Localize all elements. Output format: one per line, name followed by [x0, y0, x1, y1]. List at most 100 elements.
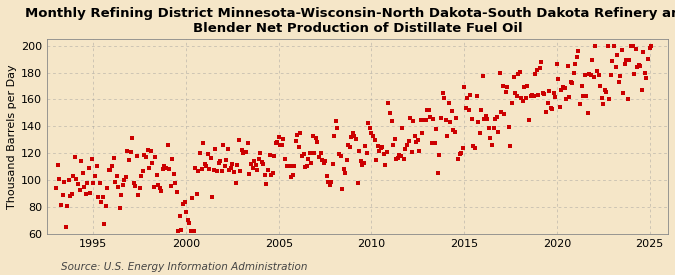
Point: [168, 172, 179, 176]
Point: [459, 85, 470, 89]
Point: [79, 185, 90, 189]
Point: [211, 168, 222, 173]
Point: [124, 158, 134, 163]
Point: [246, 162, 256, 167]
Point: [264, 153, 275, 157]
Point: [134, 185, 145, 190]
Point: [466, 116, 477, 121]
Point: [250, 163, 261, 167]
Point: [637, 87, 647, 92]
Point: [292, 133, 302, 138]
Point: [406, 150, 417, 155]
Point: [343, 143, 354, 147]
Point: [275, 143, 286, 147]
Point: [477, 74, 488, 79]
Point: [564, 95, 574, 99]
Point: [641, 76, 652, 80]
Point: [327, 162, 338, 167]
Point: [303, 157, 314, 161]
Point: [325, 182, 335, 187]
Point: [470, 145, 481, 150]
Point: [255, 151, 266, 155]
Point: [618, 91, 628, 95]
Point: [161, 166, 171, 170]
Point: [53, 163, 63, 167]
Point: [284, 164, 295, 168]
Point: [139, 153, 150, 157]
Point: [304, 151, 315, 155]
Point: [186, 229, 196, 233]
Point: [148, 185, 159, 189]
Point: [278, 137, 289, 142]
Point: [510, 91, 520, 95]
Point: [616, 48, 627, 52]
Point: [462, 96, 472, 100]
Point: [333, 152, 344, 156]
Point: [321, 174, 332, 178]
Point: [605, 73, 616, 77]
Point: [377, 145, 387, 149]
Point: [566, 80, 576, 85]
Point: [204, 167, 215, 171]
Point: [559, 86, 570, 90]
Point: [63, 178, 74, 183]
Point: [342, 158, 352, 162]
Point: [452, 156, 463, 161]
Point: [194, 151, 205, 156]
Point: [116, 193, 127, 198]
Point: [375, 145, 386, 150]
Point: [646, 43, 657, 48]
Point: [340, 171, 350, 175]
Point: [574, 101, 585, 106]
Point: [170, 180, 181, 185]
Point: [77, 171, 88, 175]
Point: [309, 151, 320, 155]
Point: [349, 134, 360, 138]
Point: [383, 101, 394, 106]
Point: [289, 164, 300, 168]
Point: [622, 97, 633, 101]
Point: [193, 169, 204, 173]
Point: [337, 187, 348, 191]
Point: [198, 141, 209, 145]
Point: [113, 185, 124, 189]
Point: [142, 148, 153, 152]
Point: [352, 181, 363, 185]
Point: [485, 136, 496, 141]
Point: [122, 149, 133, 153]
Point: [440, 118, 451, 122]
Point: [286, 175, 296, 179]
Point: [418, 118, 429, 122]
Point: [457, 146, 468, 150]
Point: [91, 164, 102, 168]
Point: [312, 140, 323, 144]
Point: [497, 84, 508, 88]
Point: [182, 218, 193, 222]
Point: [479, 117, 489, 121]
Point: [416, 118, 427, 123]
Point: [165, 184, 176, 189]
Point: [417, 131, 428, 135]
Point: [643, 57, 653, 61]
Point: [487, 143, 497, 147]
Point: [54, 177, 65, 182]
Point: [609, 43, 620, 48]
Point: [507, 101, 518, 105]
Point: [464, 108, 475, 112]
Point: [398, 157, 409, 161]
Point: [439, 95, 450, 100]
Point: [433, 171, 443, 175]
Point: [568, 71, 579, 76]
Point: [542, 100, 553, 105]
Point: [210, 147, 221, 152]
Point: [579, 73, 590, 77]
Point: [109, 180, 120, 184]
Point: [256, 160, 267, 164]
Point: [570, 62, 580, 66]
Point: [241, 150, 252, 154]
Point: [593, 73, 604, 78]
Point: [269, 153, 279, 158]
Point: [481, 114, 491, 119]
Point: [580, 94, 591, 98]
Point: [97, 195, 108, 200]
